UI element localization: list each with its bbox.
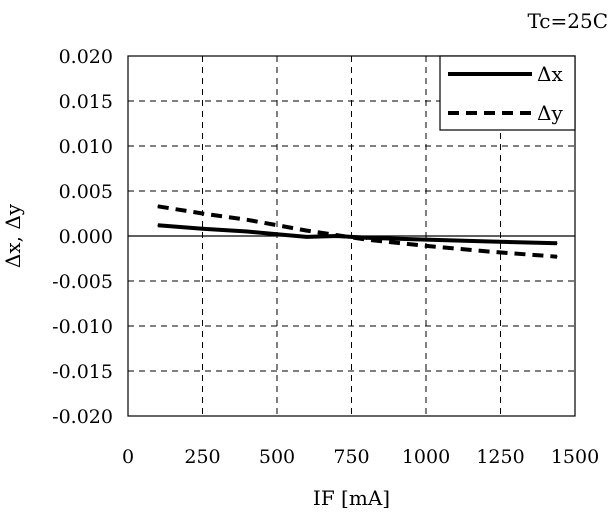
legend-label-dy: Δy xyxy=(537,101,563,125)
series-point-1 xyxy=(246,219,248,221)
temperature-annotation: Tc=25C xyxy=(528,9,609,33)
series-point-0 xyxy=(202,228,203,230)
series-point-1 xyxy=(202,213,203,214)
x-tick-label: 1500 xyxy=(551,446,599,468)
series-point-1 xyxy=(425,245,427,247)
series-line-0 xyxy=(157,223,558,246)
legend-box xyxy=(439,55,576,131)
series-point-0 xyxy=(425,239,427,241)
series-point-0 xyxy=(276,233,278,235)
x-axis-title: IF [mA] xyxy=(313,486,390,510)
x-tick-label: 250 xyxy=(184,446,220,468)
x-tick-label: 1250 xyxy=(476,446,524,468)
x-tick-label: 750 xyxy=(333,446,369,468)
y-axis-title: Δx, Δy xyxy=(1,203,25,268)
series-point-0 xyxy=(365,237,367,239)
series-point-1 xyxy=(157,205,159,207)
series-point-0 xyxy=(306,236,308,238)
x-tick-label: 1000 xyxy=(402,446,450,468)
series-line-1 xyxy=(157,204,558,259)
series-point-0 xyxy=(556,242,558,244)
y-tick-label: 0.000 xyxy=(59,226,113,248)
y-tick-label: -0.015 xyxy=(52,361,113,383)
series-point-1 xyxy=(306,230,308,232)
series-point-0 xyxy=(246,231,248,232)
x-tick-label: 0 xyxy=(122,446,134,468)
legend-label-dx: Δx xyxy=(537,62,563,86)
y-gridlines xyxy=(128,100,575,372)
series-point-0 xyxy=(157,224,159,226)
series-point-1 xyxy=(556,256,558,258)
series-point-1 xyxy=(365,239,367,241)
y-tick-label: -0.010 xyxy=(52,316,113,338)
legend: Δx Δy xyxy=(439,55,576,131)
y-tick-label: 0.005 xyxy=(59,181,113,203)
y-tick-label: -0.020 xyxy=(52,406,113,428)
y-tick-label: -0.005 xyxy=(52,271,113,293)
y-tick-label: 0.010 xyxy=(59,136,113,158)
series-group xyxy=(157,204,558,259)
y-tick-label: 0.020 xyxy=(59,46,113,68)
x-tick-labels: 0 250 500 750 1000 1250 1500 xyxy=(122,446,599,468)
x-tick-label: 500 xyxy=(259,446,295,468)
y-tick-label: 0.015 xyxy=(59,91,113,113)
series-point-1 xyxy=(485,250,487,252)
y-tick-labels: 0.020 0.015 0.010 0.005 0.000 -0.005 -0.010 -0.… xyxy=(52,46,113,428)
series-point-1 xyxy=(276,224,278,226)
series-point-1 xyxy=(336,234,338,236)
series-point-0 xyxy=(485,240,487,242)
